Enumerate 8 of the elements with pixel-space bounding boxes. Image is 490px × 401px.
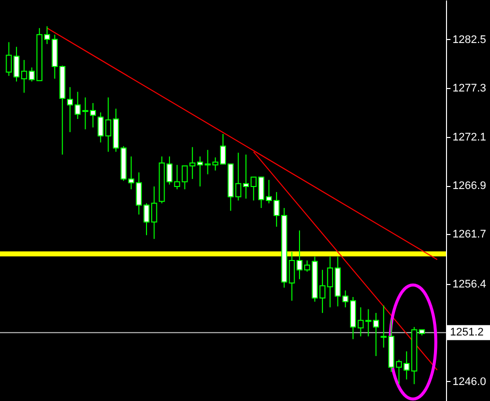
y-tick-label: 1261.7 — [452, 228, 486, 241]
y-tick-label: 1256.4 — [452, 278, 486, 290]
y-tick-label: 1277.3 — [452, 82, 486, 95]
y-tick-label: 1282.5 — [452, 34, 486, 46]
y-tick-label: 1266.9 — [452, 180, 486, 192]
y-tick-label: 1246.0 — [452, 376, 486, 388]
ref-line-label: 1251.2 — [450, 326, 484, 339]
y-tick-label: 1272.1 — [452, 131, 486, 144]
